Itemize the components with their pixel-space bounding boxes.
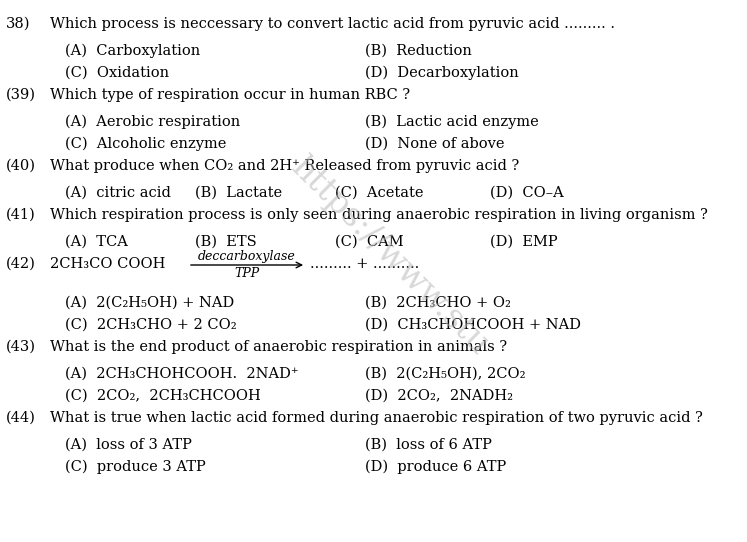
Text: (D)  2CO₂,  2NADH₂: (D) 2CO₂, 2NADH₂ (365, 389, 513, 403)
Text: (41): (41) (6, 208, 36, 222)
Text: (C)  produce 3 ATP: (C) produce 3 ATP (65, 460, 205, 474)
Text: (B)  Reduction: (B) Reduction (365, 44, 472, 58)
Text: (C)  2CO₂,  2CH₃CHCOOH: (C) 2CO₂, 2CH₃CHCOOH (65, 389, 261, 403)
Text: 2CH₃CO COOH: 2CH₃CO COOH (50, 257, 165, 271)
Text: (B)  2CH₃CHO + O₂: (B) 2CH₃CHO + O₂ (365, 296, 511, 310)
Text: Which respiration process is only seen during anaerobic respiration in living or: Which respiration process is only seen d… (50, 208, 708, 222)
Text: (A)  TCA: (A) TCA (65, 235, 128, 249)
Text: ......... + ..........: ......... + .......... (310, 257, 419, 271)
Text: 38): 38) (6, 17, 31, 31)
Text: (44): (44) (6, 411, 36, 425)
Text: (C)  Alcoholic enzyme: (C) Alcoholic enzyme (65, 137, 226, 151)
Text: https://www.stu: https://www.stu (285, 152, 495, 362)
Text: (A)  Carboxylation: (A) Carboxylation (65, 44, 200, 59)
Text: What is true when lactic acid formed during anaerobic respiration of two pyruvic: What is true when lactic acid formed dur… (50, 411, 703, 425)
Text: (42): (42) (6, 257, 36, 271)
Text: TPP: TPP (235, 267, 259, 280)
Text: (40): (40) (6, 159, 36, 173)
Text: (B)  2(C₂H₅OH), 2CO₂: (B) 2(C₂H₅OH), 2CO₂ (365, 367, 525, 381)
Text: (B)  loss of 6 ATP: (B) loss of 6 ATP (365, 438, 492, 452)
Text: deccarboxylase: deccarboxylase (198, 250, 296, 263)
Text: (D)  CH₃CHOHCOOH + NAD: (D) CH₃CHOHCOOH + NAD (365, 318, 581, 332)
Text: (D)  None of above: (D) None of above (365, 137, 504, 151)
Text: (B)  ETS: (B) ETS (195, 235, 257, 249)
Text: (D)  Decarboxylation: (D) Decarboxylation (365, 66, 518, 80)
Text: (D)  CO–A: (D) CO–A (490, 186, 564, 200)
Text: (C)  CAM: (C) CAM (335, 235, 403, 249)
Text: (B)  Lactic acid enzyme: (B) Lactic acid enzyme (365, 115, 539, 130)
Text: (D)  EMP: (D) EMP (490, 235, 557, 249)
Text: What produce when CO₂ and 2H⁺ Released from pyruvic acid ?: What produce when CO₂ and 2H⁺ Released f… (50, 159, 519, 173)
Text: (A)  citric acid: (A) citric acid (65, 186, 171, 200)
Text: Which process is neccessary to convert lactic acid from pyruvic acid ......... .: Which process is neccessary to convert l… (50, 17, 615, 31)
Text: (A)  2(C₂H₅OH) + NAD: (A) 2(C₂H₅OH) + NAD (65, 296, 235, 310)
Text: (D)  produce 6 ATP: (D) produce 6 ATP (365, 460, 506, 474)
Text: (B)  Lactate: (B) Lactate (195, 186, 282, 200)
Text: Which type of respiration occur in human RBC ?: Which type of respiration occur in human… (50, 88, 410, 102)
Text: (43): (43) (6, 340, 36, 354)
Text: (A)  Aerobic respiration: (A) Aerobic respiration (65, 115, 241, 130)
Text: (A)  loss of 3 ATP: (A) loss of 3 ATP (65, 438, 192, 452)
Text: (C)  2CH₃CHO + 2 CO₂: (C) 2CH₃CHO + 2 CO₂ (65, 318, 237, 332)
Text: (C)  Oxidation: (C) Oxidation (65, 66, 169, 80)
Text: (C)  Acetate: (C) Acetate (335, 186, 424, 200)
Text: What is the end product of anaerobic respiration in animals ?: What is the end product of anaerobic res… (50, 340, 507, 354)
Text: (39): (39) (6, 88, 36, 102)
Text: (A)  2CH₃CHOHCOOH.  2NAD⁺: (A) 2CH₃CHOHCOOH. 2NAD⁺ (65, 367, 299, 381)
